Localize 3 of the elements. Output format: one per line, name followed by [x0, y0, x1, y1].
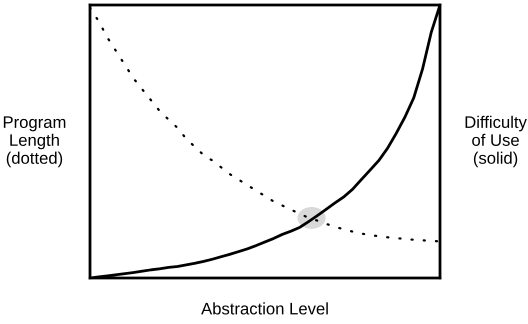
x-axis-title: Abstraction Level [201, 302, 328, 315]
y2-axis-title: Difficulty of Use (solid) [466, 116, 527, 168]
y-axis-title: Program Length (dotted) [4, 116, 66, 168]
